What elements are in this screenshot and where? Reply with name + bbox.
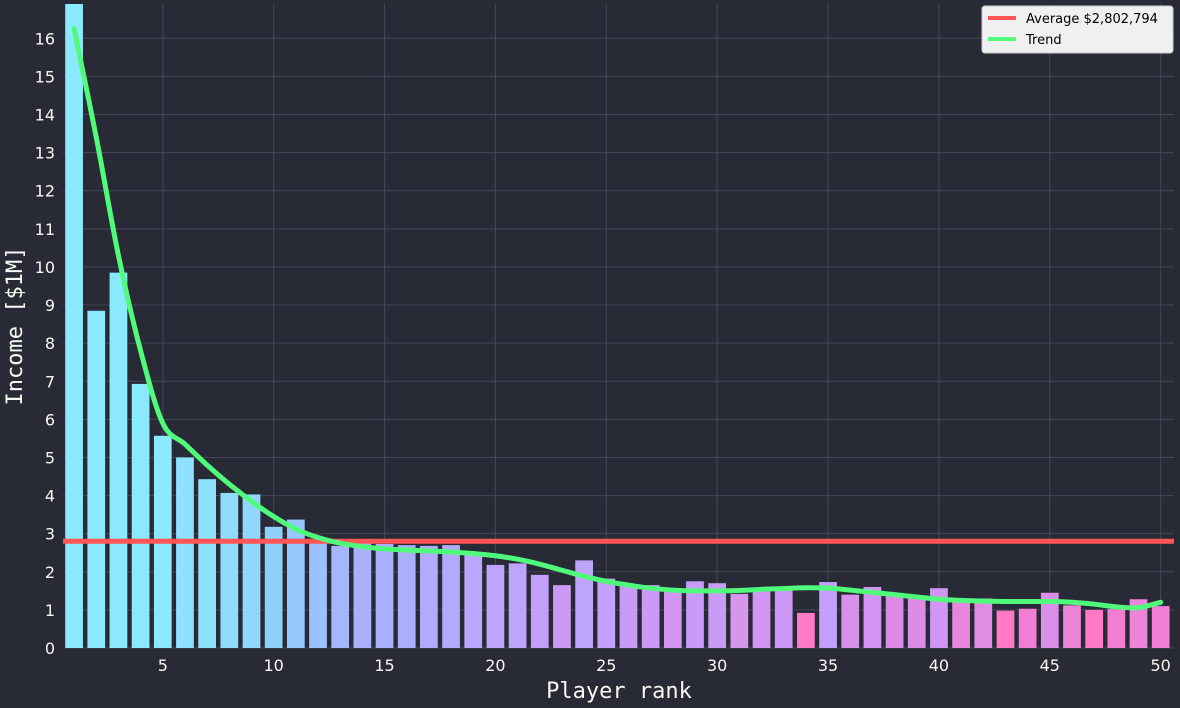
x-tick-labels: 5 10 15 20 25 30 35 40 45 50: [158, 656, 1171, 675]
y-tick-label: 0: [45, 639, 55, 658]
bar: [1129, 599, 1148, 648]
bar: [663, 591, 682, 648]
bar: [774, 588, 793, 648]
x-tick-label: 35: [818, 656, 838, 675]
bar: [109, 272, 128, 648]
bar: [486, 564, 505, 648]
bar: [730, 593, 749, 648]
bar: [819, 582, 837, 648]
y-tick-label: 1: [45, 601, 55, 620]
legend-box: [981, 5, 1174, 54]
bar: [87, 310, 106, 648]
bar: [752, 588, 771, 648]
legend-average-label: Average $2,802,794: [1026, 12, 1158, 27]
y-tick-label: 3: [45, 525, 55, 544]
bar: [131, 383, 150, 648]
bar: [841, 594, 860, 648]
y-tick-label: 10: [35, 258, 55, 277]
bar: [597, 578, 616, 648]
y-tick-label: 6: [45, 410, 55, 429]
bar: [420, 545, 438, 648]
legend: Average $2,802,794 Trend: [981, 5, 1174, 54]
y-tick-label: 11: [35, 220, 55, 239]
bar: [1063, 605, 1081, 648]
bar: [353, 543, 372, 648]
y-tick-label: 8: [45, 334, 55, 353]
x-tick-label: 45: [1040, 656, 1060, 675]
x-tick-label: 15: [374, 656, 394, 675]
bar: [264, 526, 283, 648]
x-tick-label: 10: [263, 656, 283, 675]
bar: [242, 494, 261, 648]
y-tick-label: 13: [35, 144, 55, 163]
bar: [974, 598, 993, 648]
y-tick-label: 14: [35, 106, 55, 125]
bar: [508, 563, 527, 648]
x-tick-label: 5: [158, 656, 168, 675]
bars-group: [65, 4, 1170, 648]
bar: [1151, 606, 1170, 648]
bar: [442, 545, 460, 648]
x-axis-title: Player rank: [546, 679, 692, 704]
bar: [885, 595, 904, 648]
bar: [863, 587, 882, 648]
bar: [797, 612, 815, 648]
x-tick-label: 30: [707, 656, 727, 675]
bar: [930, 588, 948, 648]
bar: [619, 586, 638, 648]
y-tick-label: 7: [45, 372, 55, 391]
bar: [952, 601, 970, 648]
bar: [641, 585, 660, 648]
y-tick-label: 4: [45, 487, 55, 506]
bar: [907, 595, 926, 648]
bar: [530, 574, 549, 648]
bar: [686, 581, 704, 648]
bar: [1107, 609, 1126, 648]
bar: [198, 479, 217, 648]
bar: [397, 545, 416, 648]
x-tick-label: 25: [596, 656, 616, 675]
y-tick-label: 12: [35, 182, 55, 201]
bar: [286, 519, 305, 648]
y-tick-label: 16: [35, 29, 55, 48]
y-tick-label: 5: [45, 448, 55, 467]
x-tick-label: 50: [1151, 656, 1171, 675]
bar: [708, 583, 727, 648]
y-tick-label: 9: [45, 296, 55, 315]
x-tick-label: 40: [929, 656, 949, 675]
bar: [331, 545, 350, 648]
trend-line-group: [71, 26, 1164, 611]
bar: [1040, 592, 1059, 648]
y-axis-title: Income [$1M]: [3, 247, 28, 406]
bar: [1018, 608, 1037, 648]
x-tick-label: 20: [485, 656, 505, 675]
trend-line: [71, 26, 1164, 611]
bar: [575, 560, 593, 648]
bar: [220, 492, 239, 648]
bar: [553, 585, 571, 648]
bar: [65, 4, 83, 648]
bar: [464, 554, 483, 648]
y-tick-label: 2: [45, 563, 55, 582]
bar: [176, 457, 194, 648]
y-tick-label: 15: [35, 67, 55, 86]
bar: [1085, 609, 1104, 648]
bar: [375, 543, 394, 648]
bar: [309, 541, 327, 648]
legend-trend-label: Trend: [1025, 33, 1062, 48]
bar: [996, 610, 1015, 648]
